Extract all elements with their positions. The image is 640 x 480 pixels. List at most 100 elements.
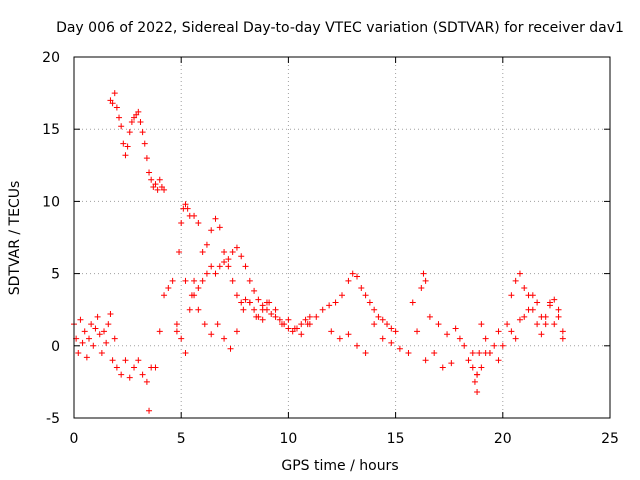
data-point — [495, 357, 502, 364]
data-point — [512, 335, 519, 342]
data-point — [362, 292, 369, 299]
data-point — [182, 277, 189, 284]
data-point — [146, 169, 153, 176]
x-axis-label: GPS time / hours — [281, 458, 398, 474]
data-point — [109, 357, 116, 364]
data-point — [152, 181, 159, 188]
data-point — [259, 302, 266, 309]
data-point — [259, 316, 266, 323]
data-point — [392, 328, 399, 335]
data-point — [452, 325, 459, 332]
data-point — [345, 277, 352, 284]
data-point — [238, 253, 245, 260]
data-point — [349, 270, 356, 277]
data-point — [113, 364, 120, 371]
data-point — [319, 306, 326, 313]
data-point — [103, 339, 110, 346]
data-point — [354, 273, 361, 280]
data-point — [469, 364, 476, 371]
data-point — [444, 331, 451, 338]
data-point — [358, 285, 365, 292]
data-point — [285, 325, 292, 332]
data-point — [542, 313, 549, 320]
data-point — [77, 316, 84, 323]
data-point — [242, 296, 249, 303]
data-point — [534, 299, 541, 306]
data-point — [534, 321, 541, 328]
data-point — [195, 285, 202, 292]
data-points — [71, 90, 566, 414]
data-point — [233, 328, 240, 335]
data-point — [143, 155, 150, 162]
data-point — [486, 350, 493, 357]
y-axis-label: SDTVAR / TECUs — [7, 181, 23, 296]
data-point — [122, 152, 129, 159]
data-point — [101, 328, 108, 335]
data-point — [268, 311, 275, 318]
data-point — [148, 176, 155, 183]
data-point — [371, 306, 378, 313]
axis-ticks — [73, 56, 611, 419]
data-point — [195, 220, 202, 227]
data-point — [118, 123, 125, 130]
data-point — [240, 306, 247, 313]
x-tick-labels: 0 5 10 15 20 25 — [70, 431, 619, 447]
data-point — [469, 350, 476, 357]
data-point — [272, 313, 279, 320]
data-point — [426, 313, 433, 320]
data-point — [143, 378, 150, 385]
data-point — [105, 321, 112, 328]
data-point — [173, 328, 180, 335]
data-point — [495, 328, 502, 335]
data-point — [559, 335, 566, 342]
data-point — [208, 331, 215, 338]
data-point — [491, 342, 498, 349]
data-point — [474, 389, 481, 396]
data-point — [216, 263, 223, 270]
data-point — [96, 331, 103, 338]
data-point — [521, 285, 528, 292]
data-point — [128, 118, 135, 125]
x-tick-label: 25 — [601, 431, 619, 447]
data-point — [229, 277, 236, 284]
x-tick-label: 15 — [387, 431, 405, 447]
data-point — [188, 292, 195, 299]
data-point — [251, 306, 258, 313]
data-point — [291, 325, 298, 332]
data-point — [420, 270, 427, 277]
data-point — [551, 296, 558, 303]
data-point — [253, 313, 260, 320]
data-point — [246, 299, 253, 306]
y-tick-label: -5 — [46, 411, 60, 427]
data-point — [266, 299, 273, 306]
data-point — [154, 186, 161, 193]
data-point — [203, 270, 210, 277]
data-point — [161, 292, 168, 299]
data-point — [139, 129, 146, 136]
data-point — [94, 313, 101, 320]
y-tick-label: 15 — [42, 122, 60, 138]
data-point — [212, 270, 219, 277]
data-point — [184, 205, 191, 212]
data-point — [178, 335, 185, 342]
data-point — [146, 407, 153, 414]
data-point — [126, 374, 133, 381]
data-point — [525, 306, 532, 313]
data-point — [161, 186, 168, 193]
data-point — [111, 335, 118, 342]
data-point — [529, 292, 536, 299]
data-point — [456, 335, 463, 342]
data-point — [182, 201, 189, 208]
data-point — [79, 339, 86, 346]
data-point — [339, 292, 345, 299]
plot-frame — [73, 56, 611, 419]
data-point — [75, 350, 82, 357]
data-point — [375, 313, 382, 320]
data-point — [508, 292, 515, 299]
data-point — [152, 364, 159, 371]
data-point — [113, 104, 120, 111]
data-point — [546, 299, 553, 306]
data-point — [409, 299, 416, 306]
data-point — [107, 311, 114, 318]
data-point — [186, 306, 193, 313]
